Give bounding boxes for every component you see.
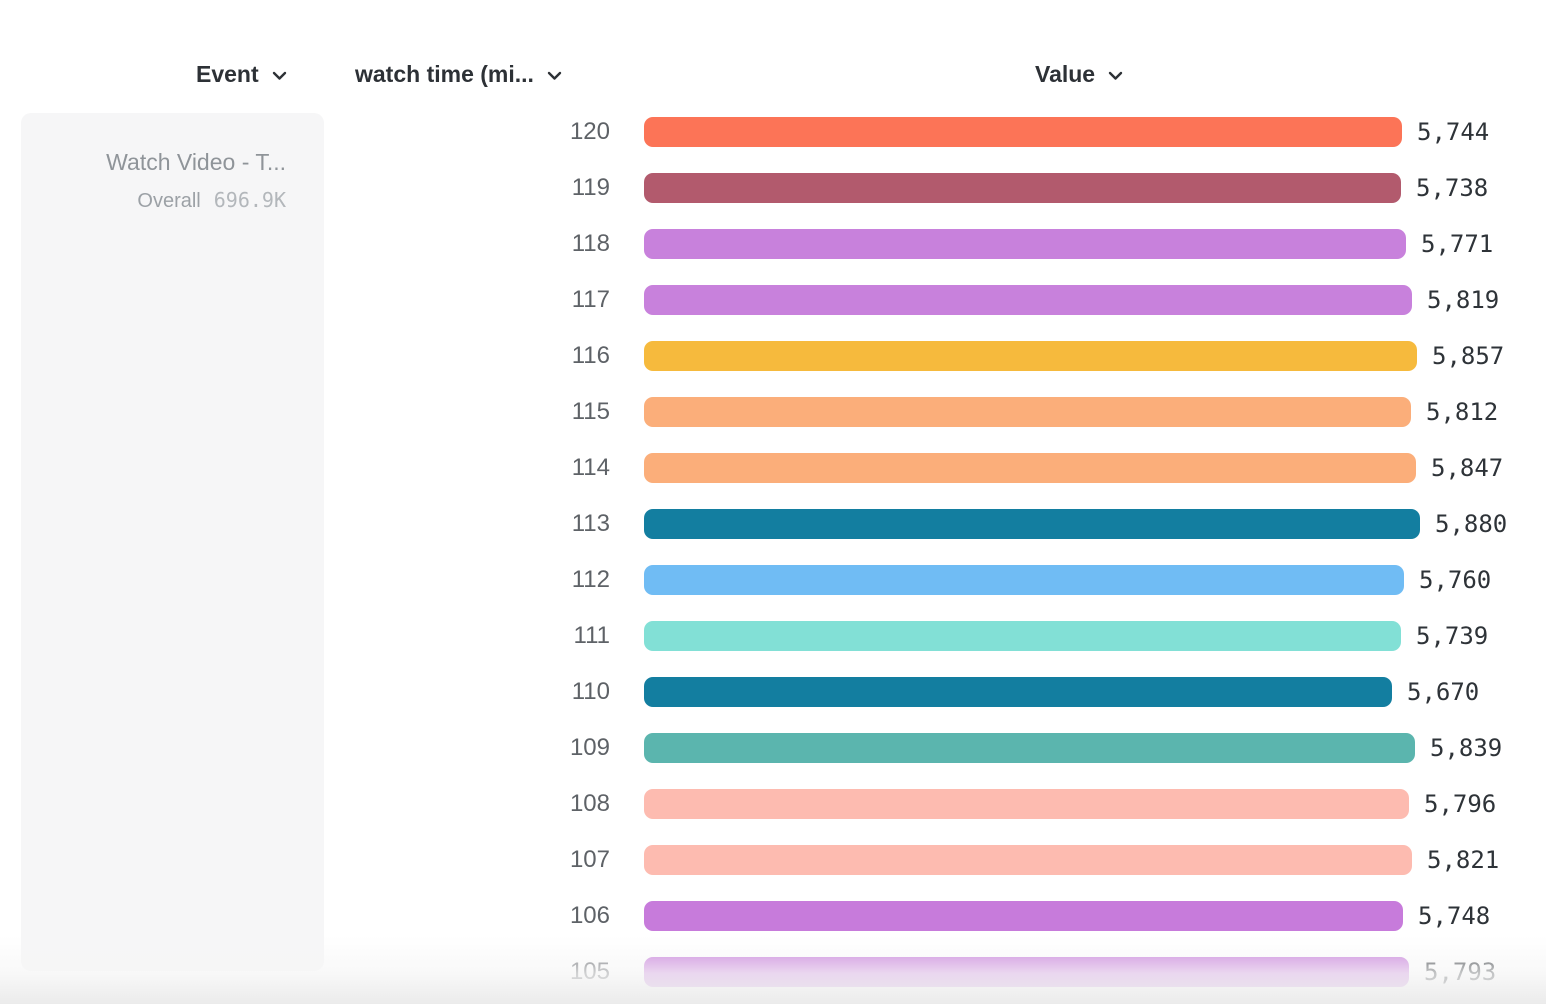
bar[interactable]	[644, 957, 1409, 987]
bar-value-label: 5,819	[1427, 286, 1500, 314]
bar-category-label: 109	[569, 734, 610, 761]
bar-category-label: 106	[569, 902, 610, 929]
bar[interactable]	[644, 789, 1409, 819]
event-summary-panel[interactable]: Watch Video - T... Overall 696.9K	[21, 113, 324, 971]
value-column-dropdown[interactable]: Value	[1035, 58, 1123, 90]
chart-row: 115 5,812	[0, 384, 1546, 440]
chart-row: 111 5,739	[0, 608, 1546, 664]
chart-row: 107 5,821	[0, 832, 1546, 888]
bar-value-label: 5,847	[1431, 454, 1504, 482]
bar[interactable]	[644, 229, 1406, 259]
bar-category-label: 119	[571, 174, 610, 201]
bar[interactable]	[644, 397, 1411, 427]
chevron-down-icon	[272, 71, 287, 81]
bar[interactable]	[644, 453, 1416, 483]
bar[interactable]	[644, 285, 1412, 315]
bar[interactable]	[644, 845, 1412, 875]
bar-category-label: 120	[569, 118, 610, 145]
measure-column-dropdown[interactable]: watch time (mi...	[355, 58, 562, 90]
bar-value-label: 5,760	[1419, 566, 1492, 594]
chart-row: 108 5,796	[0, 776, 1546, 832]
bar-category-label: 115	[571, 398, 610, 425]
chart-row: 113 5,880	[0, 496, 1546, 552]
bar-value-label: 5,812	[1426, 398, 1499, 426]
event-name-label: Watch Video - T...	[106, 149, 286, 175]
bar-value-label: 5,771	[1421, 230, 1494, 258]
bar-category-label: 110	[571, 678, 610, 705]
bar[interactable]	[644, 173, 1401, 203]
bar-value-label: 5,793	[1424, 958, 1497, 986]
bar-category-label: 117	[571, 286, 610, 313]
chart-row: 119 5,738	[0, 160, 1546, 216]
chevron-down-icon	[1108, 71, 1123, 81]
bar[interactable]	[644, 733, 1415, 763]
event-column-dropdown[interactable]: Event	[196, 58, 287, 90]
bar-value-label: 5,880	[1435, 510, 1508, 538]
bar-value-label: 5,738	[1416, 174, 1489, 202]
bar[interactable]	[644, 341, 1417, 371]
chevron-down-icon	[547, 71, 562, 81]
chart-row: 118 5,771	[0, 216, 1546, 272]
bar-category-label: 113	[571, 510, 610, 537]
overall-label: Overall	[137, 190, 201, 212]
chart-row: 109 5,839	[0, 720, 1546, 776]
bar-category-label: 112	[571, 566, 610, 593]
bar-category-label: 107	[569, 846, 610, 873]
bar-value-label: 5,857	[1432, 342, 1505, 370]
bar-value-label: 5,670	[1407, 678, 1480, 706]
measure-column-label: watch time (mi...	[355, 60, 534, 87]
bar-category-label: 111	[573, 622, 610, 649]
bar-category-label: 108	[569, 790, 610, 817]
bar[interactable]	[644, 509, 1420, 539]
bar-category-label: 116	[571, 342, 610, 369]
overall-value: 696.9K	[213, 188, 286, 212]
chart-row: 110 5,670	[0, 664, 1546, 720]
chart-row: 116 5,857	[0, 328, 1546, 384]
bar-value-label: 5,744	[1417, 118, 1490, 146]
value-column-label: Value	[1035, 60, 1096, 87]
bar-value-label: 5,796	[1424, 790, 1497, 818]
bar-value-label: 5,739	[1416, 622, 1489, 650]
chart-row: 106 5,748	[0, 888, 1546, 944]
event-column-label: Event	[196, 60, 259, 87]
event-overall-row: Overall 696.9K	[137, 188, 286, 213]
bar[interactable]	[644, 677, 1392, 707]
bar-value-label: 5,839	[1430, 734, 1503, 762]
bar[interactable]	[644, 621, 1401, 651]
bar[interactable]	[644, 565, 1404, 595]
chart-row: 114 5,847	[0, 440, 1546, 496]
bar[interactable]	[644, 117, 1402, 147]
bar[interactable]	[644, 901, 1403, 931]
chart-row: 120 5,744	[0, 104, 1546, 160]
bar-category-label: 118	[571, 230, 610, 257]
chart-row: 112 5,760	[0, 552, 1546, 608]
bar-value-label: 5,821	[1427, 846, 1500, 874]
chart-row: 117 5,819	[0, 272, 1546, 328]
chart-row: 105 5,793	[0, 944, 1546, 1000]
bar-value-label: 5,748	[1418, 902, 1491, 930]
bar-category-label: 105	[569, 958, 610, 985]
bar-category-label: 114	[571, 454, 610, 481]
